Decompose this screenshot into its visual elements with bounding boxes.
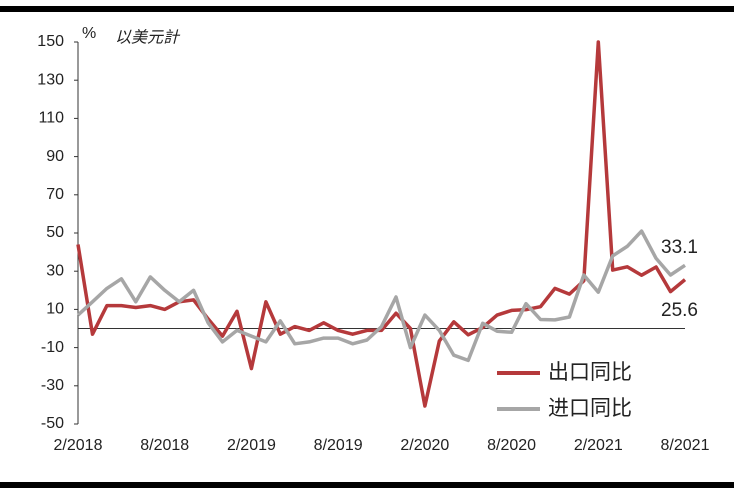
legend-label: 出口同比 [548, 360, 632, 384]
x-tick-label: 8/2019 [314, 437, 363, 454]
y-tick-label: 10 [46, 301, 64, 318]
y-tick-label: 50 [46, 224, 64, 241]
legend-label: 进口同比 [548, 396, 632, 420]
y-tick-label: -30 [41, 377, 64, 394]
bottom-bar [0, 482, 734, 488]
end-label: 25.6 [661, 300, 698, 321]
x-tick-label: 2/2018 [54, 437, 103, 454]
x-tick-label: 2/2021 [574, 437, 623, 454]
x-tick-label: 8/2021 [661, 437, 710, 454]
y-tick-label: 130 [37, 71, 64, 88]
y-tick-label: 70 [46, 186, 64, 203]
series-line [76, 229, 686, 363]
subtitle: 以美元計 [115, 28, 181, 47]
y-tick-label: 150 [37, 33, 64, 50]
unit-label: % [82, 25, 96, 42]
top-bar [0, 6, 734, 12]
y-tick-label: 30 [46, 262, 64, 279]
y-tick-label: -10 [41, 339, 64, 356]
y-tick-label: 90 [46, 148, 64, 165]
x-tick-label: 8/2018 [140, 437, 189, 454]
x-tick-label: 8/2020 [487, 437, 536, 454]
x-tick-label: 2/2019 [227, 437, 276, 454]
y-tick-label: 110 [38, 110, 64, 127]
y-tick-label: -50 [41, 415, 64, 432]
series-line [76, 40, 687, 408]
x-tick-label: 2/2020 [400, 437, 449, 454]
end-label: 33.1 [661, 237, 698, 258]
